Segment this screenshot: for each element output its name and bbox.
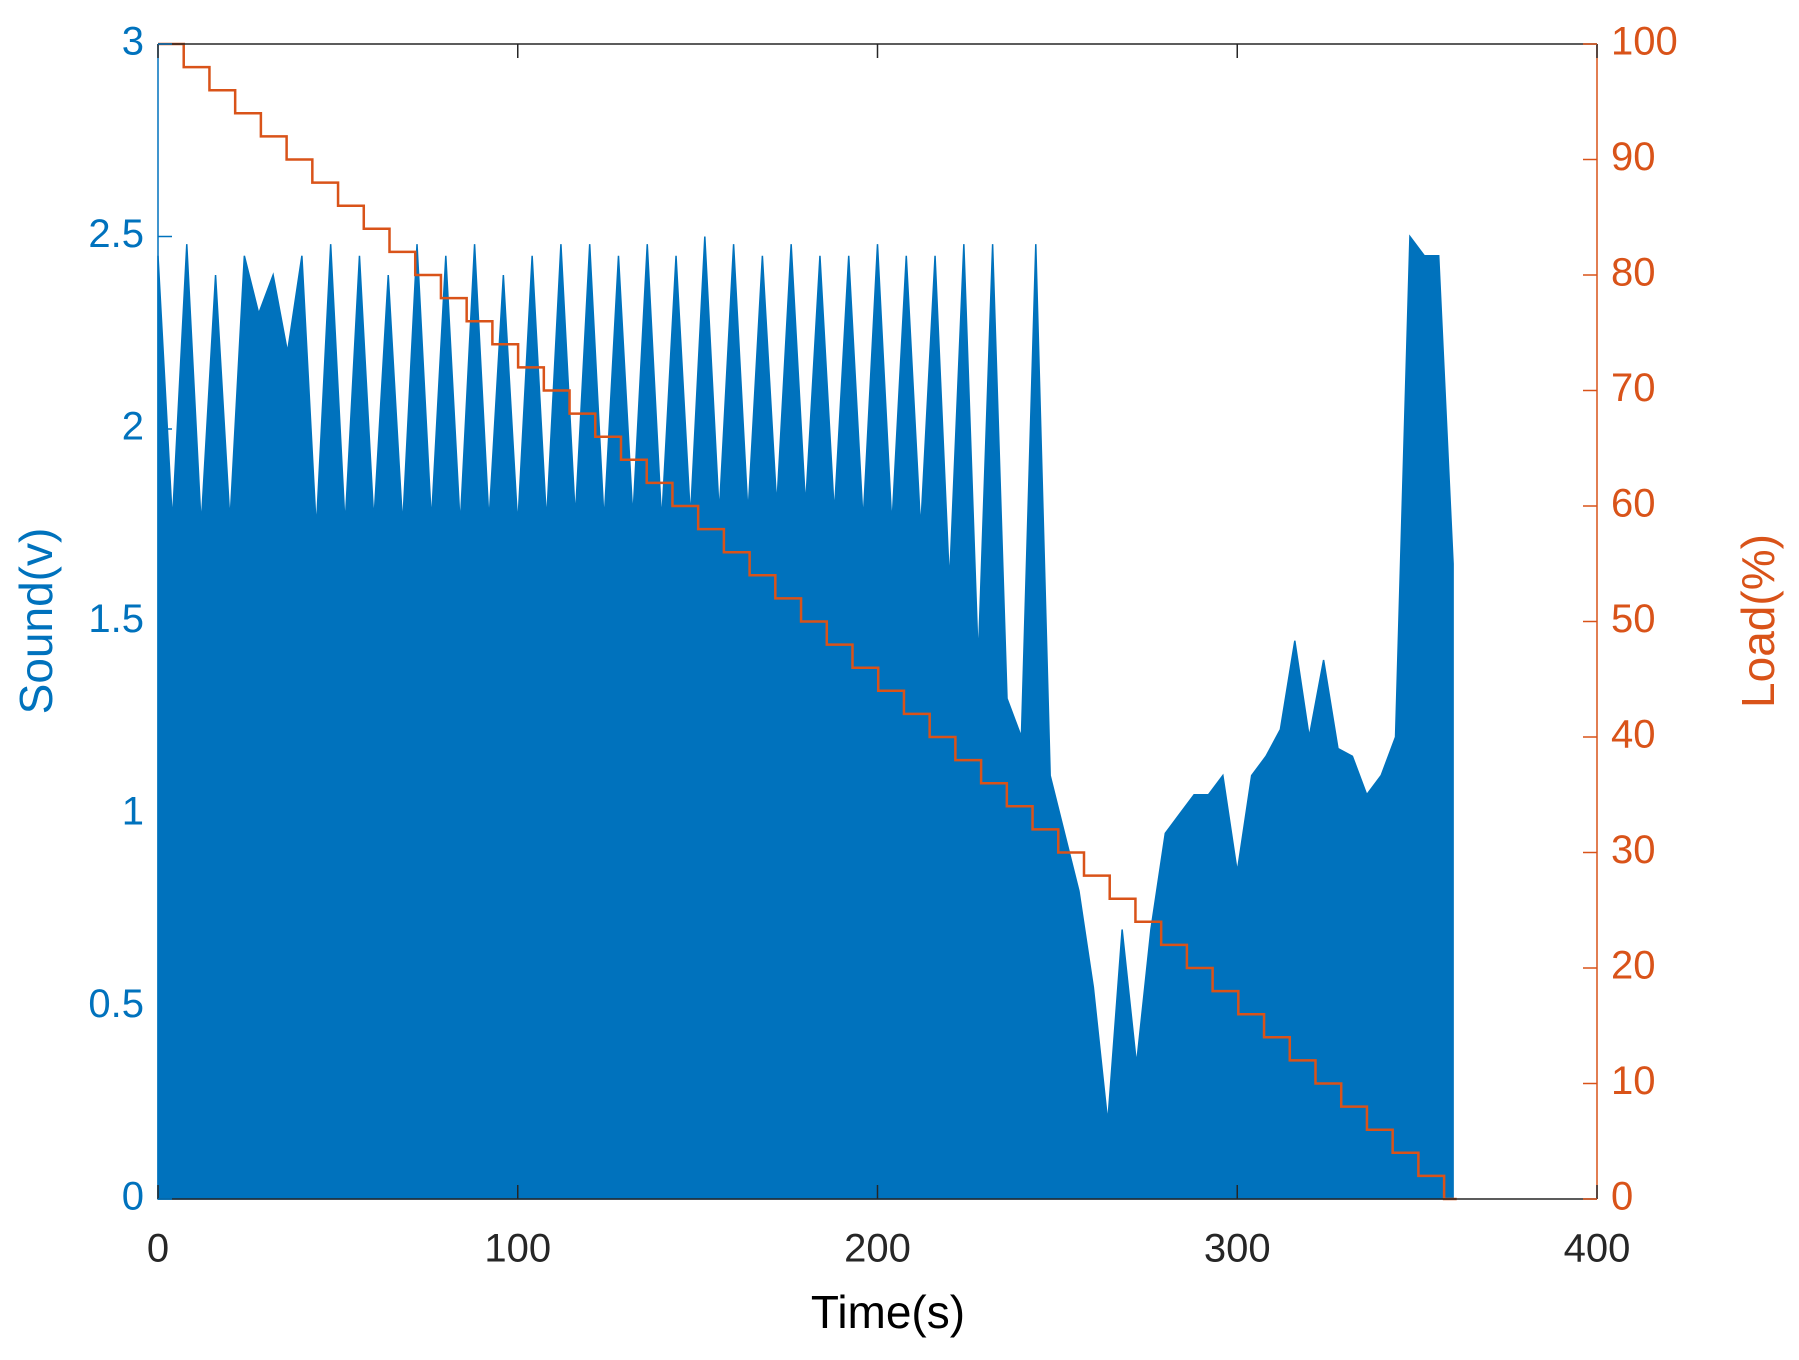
y2-tick-label: 50 <box>1611 597 1656 641</box>
y-tick-label: 1.5 <box>88 597 144 641</box>
y-axis-label: Sound(v) <box>10 528 62 715</box>
x-tick-label: 100 <box>484 1227 551 1271</box>
y2-tick-label: 70 <box>1611 366 1656 410</box>
y2-tick-label: 90 <box>1611 135 1656 179</box>
y-tick-label: 3 <box>122 20 144 64</box>
y-tick-label: 2.5 <box>88 212 144 256</box>
y-tick-label: 2 <box>122 405 144 449</box>
y2-tick-label: 10 <box>1611 1059 1656 1103</box>
x-tick-label: 200 <box>844 1227 911 1271</box>
y2-tick-label: 20 <box>1611 944 1656 988</box>
y-tick-label: 0.5 <box>88 982 144 1026</box>
x-tick-label: 400 <box>1564 1227 1631 1271</box>
y2-tick-label: 0 <box>1611 1175 1633 1219</box>
y2-tick-label: 30 <box>1611 828 1656 872</box>
load-line <box>158 42 1457 1201</box>
y2-tick-label: 80 <box>1611 251 1656 295</box>
sound-area <box>157 234 1454 1200</box>
y2-tick-label: 100 <box>1611 20 1678 64</box>
y2-tick-label: 60 <box>1611 482 1656 526</box>
y2-tick-label: 40 <box>1611 713 1656 757</box>
x-tick-label: 0 <box>147 1227 169 1271</box>
y-tick-label: 0 <box>122 1175 144 1219</box>
y-tick-label: 1 <box>122 790 144 834</box>
x-tick-label: 300 <box>1204 1227 1271 1271</box>
x-axis-label: Time(s) <box>811 1286 965 1338</box>
y2-axis-label: Load(%) <box>1732 534 1784 708</box>
